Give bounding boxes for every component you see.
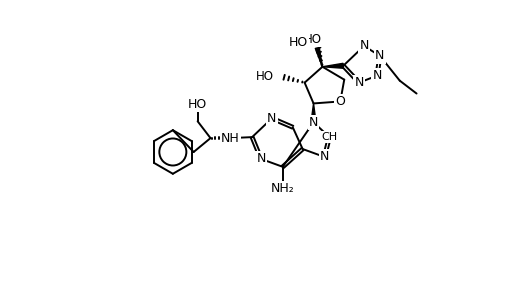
- Polygon shape: [323, 63, 343, 68]
- Text: CH: CH: [322, 132, 337, 142]
- Text: NH: NH: [221, 132, 240, 145]
- Text: N: N: [267, 112, 277, 125]
- Polygon shape: [311, 103, 316, 122]
- Text: N: N: [354, 76, 364, 89]
- Text: N: N: [256, 152, 266, 165]
- Text: N: N: [320, 150, 329, 164]
- Text: NH₂: NH₂: [271, 182, 295, 195]
- Text: HO: HO: [256, 70, 274, 83]
- Text: HO: HO: [288, 35, 308, 49]
- Text: N: N: [375, 50, 384, 62]
- Text: O: O: [335, 95, 345, 108]
- Text: N: N: [309, 116, 318, 129]
- Text: N: N: [360, 40, 369, 52]
- Text: HO: HO: [188, 98, 208, 111]
- Text: N: N: [372, 69, 382, 82]
- Polygon shape: [316, 48, 323, 67]
- Text: HO: HO: [304, 32, 322, 46]
